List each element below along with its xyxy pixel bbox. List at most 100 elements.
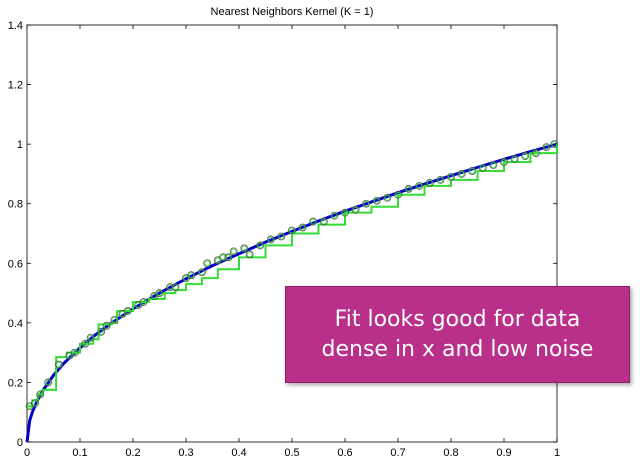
data-point-highlight xyxy=(124,308,131,314)
data-point-highlight xyxy=(479,165,486,171)
y-tick-label: 0.8 xyxy=(8,199,23,211)
y-tick-label: 1 xyxy=(17,139,23,151)
x-tick-label: 0.1 xyxy=(72,447,87,459)
data-point xyxy=(298,223,307,232)
data-point xyxy=(550,140,559,149)
data-point xyxy=(394,190,402,199)
x-tick-label: 0.6 xyxy=(337,447,352,459)
data-point xyxy=(166,283,175,292)
data-point xyxy=(44,378,53,387)
data-point-highlight xyxy=(32,400,38,407)
data-point-highlight xyxy=(111,316,118,323)
x-tick-label: 0.4 xyxy=(231,447,246,459)
data-point-highlight xyxy=(532,150,539,156)
data-point-highlight xyxy=(522,153,529,159)
data-point-highlight xyxy=(320,218,327,225)
data-point-highlight xyxy=(342,209,348,216)
data-point xyxy=(425,178,434,187)
data-point-highlight xyxy=(395,191,401,198)
data-point-highlight xyxy=(501,159,507,165)
data-point-highlight xyxy=(458,171,465,177)
data-point-highlight xyxy=(416,182,423,189)
data-point-highlight xyxy=(135,302,142,308)
data-point xyxy=(36,390,45,399)
data-point-highlight xyxy=(331,212,338,219)
data-point xyxy=(383,193,392,202)
data-point xyxy=(240,244,249,253)
data-point xyxy=(155,289,164,297)
annotation-callout: Fit looks good for data dense in x and l… xyxy=(285,286,630,383)
data-point-highlight xyxy=(426,179,433,186)
data-point xyxy=(447,173,455,181)
data-point-highlight xyxy=(405,185,412,192)
data-point-highlight xyxy=(241,245,248,252)
x-tick-label: 0 xyxy=(24,447,30,459)
data-point xyxy=(288,226,296,235)
data-point xyxy=(531,149,540,157)
data-point-highlight xyxy=(373,197,380,204)
data-point xyxy=(54,360,63,369)
data-point xyxy=(521,152,530,160)
data-point-highlight xyxy=(352,206,359,213)
data-point-highlight xyxy=(188,272,195,279)
x-tick-label: 0.3 xyxy=(178,447,193,459)
data-point xyxy=(362,199,371,208)
data-point-highlight xyxy=(278,233,285,240)
y-tick-label: 0 xyxy=(17,437,23,449)
data-point xyxy=(31,399,39,408)
x-tick-label: 1 xyxy=(554,447,560,459)
x-tick-label: 0.2 xyxy=(125,447,140,459)
data-point xyxy=(266,235,275,244)
series-line-nearest-neighbor-fit xyxy=(27,144,558,408)
data-point-highlight xyxy=(172,284,179,291)
data-point-highlight xyxy=(87,334,94,341)
x-axis: 0 0.1 0.2 0.3 0.4 0.5 0.6 0.7 0.8 0.9 1 xyxy=(24,25,560,459)
data-point xyxy=(330,211,339,220)
data-point xyxy=(123,307,132,315)
annotation-line-2: dense in x and low noise xyxy=(321,336,594,362)
data-point xyxy=(229,247,238,256)
data-point-highlight xyxy=(448,174,454,180)
data-point xyxy=(341,208,349,217)
data-point-highlight xyxy=(71,349,78,356)
data-point-highlight xyxy=(257,242,264,249)
data-point-highlight xyxy=(214,257,221,264)
data-point-highlight xyxy=(289,227,295,234)
data-point xyxy=(468,167,477,175)
data-point-highlight xyxy=(66,352,73,359)
data-point-highlight xyxy=(156,290,163,296)
data-point xyxy=(277,232,286,241)
data-point xyxy=(436,175,445,184)
data-point xyxy=(70,348,79,357)
data-point-highlight xyxy=(310,218,317,225)
data-point xyxy=(139,298,148,306)
data-point xyxy=(542,143,551,152)
data-point xyxy=(415,181,424,190)
data-point xyxy=(309,217,318,226)
data-point-highlight xyxy=(204,260,211,267)
data-point-highlight xyxy=(183,275,189,282)
data-point-highlight xyxy=(384,194,391,201)
y-tick-label: 0.2 xyxy=(8,377,23,389)
series-layer xyxy=(25,140,559,443)
data-point-highlight xyxy=(198,269,205,276)
data-point-highlight xyxy=(490,162,497,168)
annotation-line-1: Fit looks good for data xyxy=(334,306,581,332)
x-tick-label: 0.7 xyxy=(390,447,405,459)
data-point xyxy=(224,253,233,262)
data-point xyxy=(319,217,328,226)
y-axis: 0 0.2 0.4 0.6 0.8 1 1.2 1.4 xyxy=(8,20,557,449)
data-point-highlight xyxy=(119,311,126,317)
data-point-highlight xyxy=(363,200,370,207)
data-point-highlight xyxy=(55,361,62,368)
x-tick-label: 0.9 xyxy=(496,447,511,459)
data-point-highlight xyxy=(45,379,52,386)
data-point-highlight xyxy=(267,236,274,243)
data-point xyxy=(478,164,487,172)
data-point-highlight xyxy=(82,340,89,347)
data-point-highlight xyxy=(469,168,476,174)
data-point xyxy=(97,327,106,336)
data-point-highlight xyxy=(246,251,253,258)
data-point-highlight xyxy=(140,299,147,305)
